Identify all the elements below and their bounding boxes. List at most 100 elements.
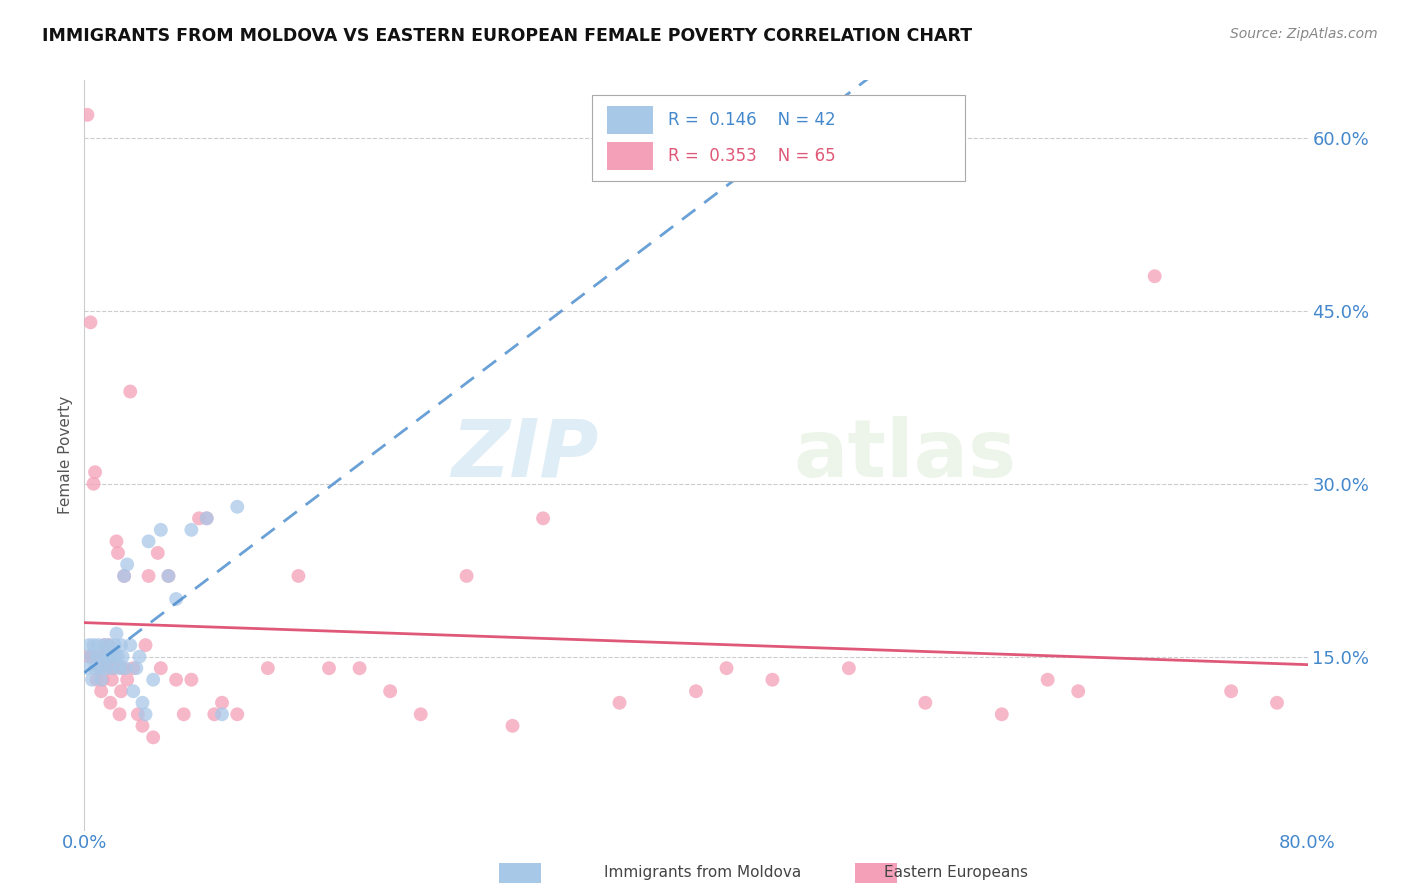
Point — [502, 719, 524, 733]
Point — [96, 649, 118, 664]
Point — [149, 661, 172, 675]
Point — [991, 707, 1014, 722]
Point — [97, 638, 120, 652]
Point — [83, 476, 105, 491]
Point — [98, 696, 121, 710]
Point — [108, 707, 131, 722]
Point — [76, 108, 98, 122]
Point — [87, 638, 110, 652]
Point — [77, 638, 100, 652]
Point — [838, 661, 860, 675]
Point — [105, 534, 128, 549]
Point — [87, 649, 110, 664]
Point — [84, 465, 107, 479]
Point — [101, 661, 124, 675]
Point — [77, 649, 100, 664]
Point — [79, 315, 101, 329]
Point — [142, 731, 165, 745]
Point — [716, 661, 738, 675]
Point — [131, 719, 153, 733]
Point — [180, 673, 202, 687]
Point — [97, 638, 120, 652]
Point — [98, 649, 121, 664]
Point — [90, 684, 112, 698]
Point — [173, 707, 195, 722]
Point — [531, 511, 554, 525]
Point — [105, 626, 128, 640]
Point — [111, 661, 134, 675]
Point — [165, 673, 187, 687]
Point — [211, 696, 233, 710]
FancyBboxPatch shape — [855, 863, 897, 883]
Point — [93, 638, 115, 652]
Point — [93, 638, 115, 652]
Point — [120, 384, 142, 399]
FancyBboxPatch shape — [606, 142, 654, 170]
Point — [111, 649, 134, 664]
Text: IMMIGRANTS FROM MOLDOVA VS EASTERN EUROPEAN FEMALE POVERTY CORRELATION CHART: IMMIGRANTS FROM MOLDOVA VS EASTERN EUROP… — [42, 27, 973, 45]
Point — [112, 569, 135, 583]
Point — [456, 569, 478, 583]
Point — [318, 661, 340, 675]
Point — [349, 661, 371, 675]
Point — [103, 649, 125, 664]
Point — [226, 707, 249, 722]
Point — [110, 684, 132, 698]
Point — [122, 661, 145, 675]
Point — [128, 649, 150, 664]
Text: Eastern Europeans: Eastern Europeans — [884, 865, 1028, 880]
Point — [79, 649, 101, 664]
Point — [914, 696, 936, 710]
Point — [84, 661, 107, 675]
Point — [120, 638, 142, 652]
Point — [91, 649, 114, 664]
Point — [146, 546, 169, 560]
Point — [157, 569, 180, 583]
Point — [104, 638, 127, 652]
Point — [80, 649, 103, 664]
Point — [86, 673, 108, 687]
Point — [86, 649, 108, 664]
Point — [76, 661, 98, 675]
Point — [107, 649, 129, 664]
Point — [115, 673, 138, 687]
Point — [131, 696, 153, 710]
Point — [89, 661, 111, 675]
Point — [135, 638, 157, 652]
Point — [90, 673, 112, 687]
Point — [1036, 673, 1059, 687]
Point — [1143, 269, 1166, 284]
Point — [138, 534, 160, 549]
Point — [115, 558, 138, 572]
Point — [380, 684, 402, 698]
Y-axis label: Female Poverty: Female Poverty — [58, 396, 73, 514]
Point — [96, 661, 118, 675]
Point — [165, 592, 187, 607]
Point — [122, 684, 145, 698]
Point — [609, 696, 631, 710]
Point — [94, 649, 117, 664]
Text: Immigrants from Moldova: Immigrants from Moldova — [605, 865, 801, 880]
Point — [125, 661, 148, 675]
Point — [112, 569, 135, 583]
Point — [103, 661, 125, 675]
Point — [226, 500, 249, 514]
Point — [108, 661, 131, 675]
Point — [114, 661, 136, 675]
Text: R =  0.353    N = 65: R = 0.353 N = 65 — [668, 147, 835, 165]
Point — [409, 707, 432, 722]
Text: atlas: atlas — [794, 416, 1017, 494]
Point — [761, 673, 783, 687]
Point — [195, 511, 218, 525]
Point — [142, 673, 165, 687]
Point — [685, 684, 707, 698]
Point — [101, 673, 124, 687]
Point — [89, 661, 111, 675]
Point — [1067, 684, 1090, 698]
Point — [80, 673, 103, 687]
Point — [1265, 696, 1288, 710]
FancyBboxPatch shape — [499, 863, 541, 883]
Text: ZIP: ZIP — [451, 416, 598, 494]
Point — [83, 638, 105, 652]
Point — [157, 569, 180, 583]
